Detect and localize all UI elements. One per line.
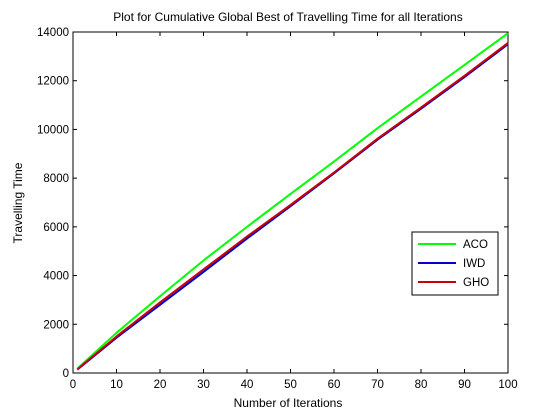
legend-label-gho: GHO — [463, 277, 489, 289]
legend: ACO IWD GHO — [411, 231, 499, 296]
x-tick-label: 40 — [241, 379, 254, 391]
y-tick-label: 14000 — [37, 27, 69, 39]
x-tick-label: 70 — [371, 379, 384, 391]
y-axis-label: Travelling Time — [11, 162, 25, 243]
x-tick-label: 90 — [458, 379, 471, 391]
y-tick-label: 8000 — [43, 173, 69, 185]
axis-ticks: 0 10 20 30 40 50 60 70 80 90 100 0 2000 4000 6000 8000 1… — [37, 27, 518, 391]
x-axis-label: Number of Iterations — [234, 396, 343, 410]
x-tick-label: 50 — [284, 379, 297, 391]
series-line-aco — [76, 32, 509, 370]
y-tick-label: 2000 — [43, 319, 69, 331]
x-tick-label: 10 — [110, 379, 123, 391]
x-tick-label: 20 — [154, 379, 167, 391]
y-tick-label: 4000 — [43, 271, 69, 283]
y-tick-label: 12000 — [37, 76, 69, 88]
x-tick-label: 30 — [197, 379, 210, 391]
series-lines — [76, 32, 509, 371]
y-tick-label: 6000 — [43, 222, 69, 234]
x-tick-label: 0 — [70, 379, 76, 391]
chart-title: Plot for Cumulative Global Best of Trave… — [113, 10, 462, 24]
series-line-gho — [76, 42, 509, 371]
legend-label-aco: ACO — [463, 239, 488, 251]
x-tick-label: 80 — [415, 379, 428, 391]
x-tick-label: 100 — [498, 379, 517, 391]
legend-label-iwd: IWD — [463, 258, 485, 270]
y-tick-label: 0 — [63, 368, 69, 380]
y-tick-label: 10000 — [37, 124, 69, 136]
x-tick-label: 60 — [328, 379, 341, 391]
